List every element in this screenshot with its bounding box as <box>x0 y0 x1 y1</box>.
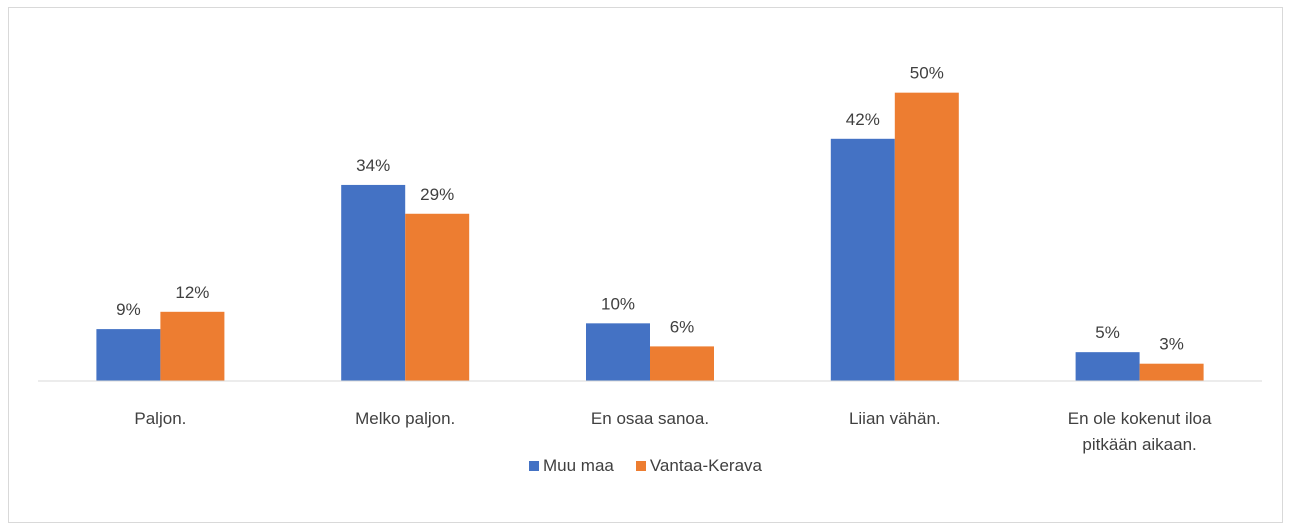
x-tick-label: Paljon. <box>134 409 187 428</box>
legend-label: Muu maa <box>542 456 614 475</box>
bar <box>1139 363 1204 381</box>
data-label: 42% <box>846 110 880 129</box>
bar <box>96 329 161 381</box>
data-label: 50% <box>910 64 944 83</box>
x-tick-label: En osaa sanoa. <box>590 409 710 428</box>
data-label: 12% <box>175 283 209 302</box>
legend-swatch <box>528 461 539 471</box>
bar <box>650 346 714 381</box>
x-tick-label: Liian vähän. <box>848 409 941 428</box>
chart-border <box>8 7 1283 523</box>
x-tick-label: En ole kokenut iloa pitkään aikaan. <box>1067 409 1212 454</box>
legend-label: Vantaa-Kerava <box>649 456 763 475</box>
legend: Muu maa Vantaa-Kerava <box>0 456 1291 476</box>
data-label: 6% <box>670 317 695 336</box>
bar <box>160 311 225 381</box>
bar <box>405 213 470 381</box>
data-label: 9% <box>116 300 141 319</box>
bar <box>341 184 406 381</box>
legend-item: Vantaa-Kerava <box>635 456 763 476</box>
data-label: 5% <box>1095 323 1120 342</box>
bar <box>894 92 959 382</box>
legend-item: Muu maa <box>528 456 614 476</box>
legend-swatch <box>635 461 646 471</box>
bar <box>830 138 895 381</box>
x-tick-label: Melko paljon. <box>355 409 456 428</box>
bar <box>1075 352 1140 381</box>
data-label: 3% <box>1159 335 1184 354</box>
bar <box>586 323 650 381</box>
data-label: 29% <box>420 185 454 204</box>
data-label: 10% <box>601 294 635 313</box>
data-label: 34% <box>356 156 390 175</box>
